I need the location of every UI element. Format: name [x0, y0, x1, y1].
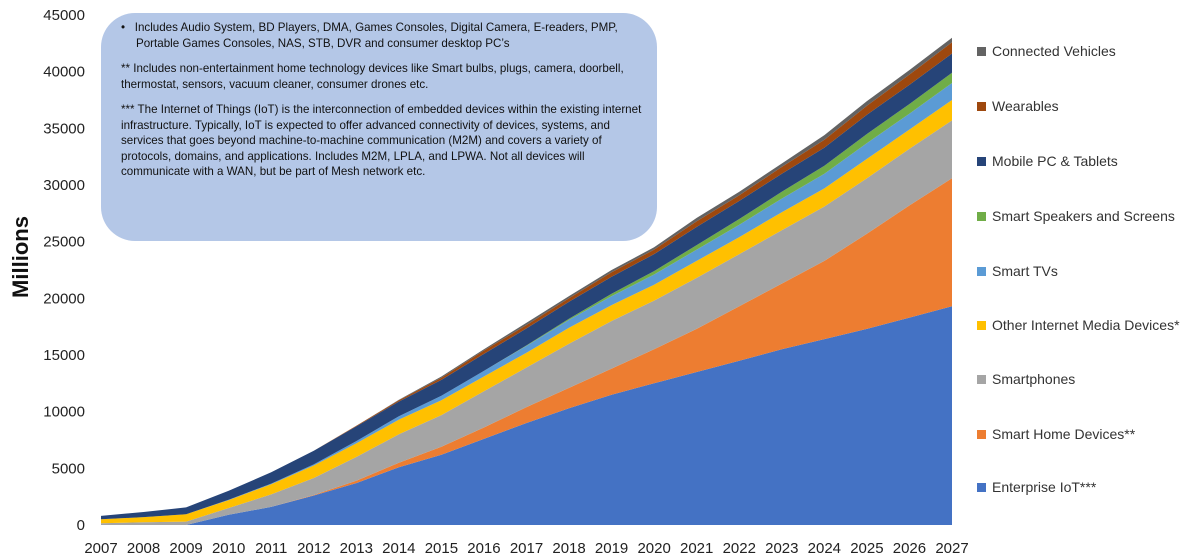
y-tick-label-8: 40000 — [43, 64, 85, 81]
legend-item: Other Internet Media Devices* — [977, 316, 1189, 335]
y-tick-label-3: 15000 — [43, 347, 85, 364]
x-tick-label-15: 2022 — [723, 540, 756, 557]
y-tick-label-0: 0 — [77, 517, 85, 534]
legend-swatch — [977, 430, 986, 439]
x-tick-label-6: 2013 — [340, 540, 373, 557]
legend-item: Smart Home Devices** — [977, 425, 1189, 444]
legend-swatch — [977, 47, 986, 56]
y-tick-label-7: 35000 — [43, 120, 85, 137]
y-axis-ticks: 0 5000 10000 15000 20000 25000 30000 35000 40000… — [43, 7, 85, 534]
x-tick-label-12: 2019 — [595, 540, 628, 557]
y-tick-label-4: 20000 — [43, 290, 85, 307]
y-axis-label: Millions — [8, 216, 33, 298]
legend-swatch — [977, 212, 986, 221]
legend-swatch — [977, 102, 986, 111]
legend-label: Mobile PC & Tablets — [992, 153, 1118, 169]
x-tick-label-2: 2009 — [169, 540, 202, 557]
legend-item: Smartphones — [977, 370, 1189, 389]
chart-legend: Connected Vehicles Wearables Mobile PC & T… — [977, 0, 1189, 558]
area-series-0 — [101, 306, 952, 525]
x-tick-label-0: 2007 — [84, 540, 117, 557]
legend-label: Other Internet Media Devices* — [992, 317, 1180, 333]
legend-label: Wearables — [992, 98, 1059, 114]
x-tick-label-11: 2018 — [552, 540, 585, 557]
legend-label: Connected Vehicles — [992, 43, 1116, 59]
x-tick-label-3: 2010 — [212, 540, 245, 557]
legend-swatch — [977, 267, 986, 276]
legend-label: Smart Speakers and Screens — [992, 208, 1175, 224]
y-tick-label-6: 30000 — [43, 177, 85, 194]
y-tick-label-2: 10000 — [43, 404, 85, 421]
legend-label: Smart TVs — [992, 263, 1058, 279]
x-tick-label-14: 2021 — [680, 540, 713, 557]
legend-item: Mobile PC & Tablets — [977, 152, 1189, 171]
legend-item: Wearables — [977, 97, 1189, 116]
y-tick-label-1: 5000 — [52, 460, 85, 477]
legend-swatch — [977, 157, 986, 166]
footnote-media-devices: • Includes Audio System, BD Players, DMA… — [121, 21, 618, 50]
footnote-smart-home: ** Includes non-entertainment home techn… — [121, 62, 624, 91]
x-tick-label-18: 2025 — [850, 540, 883, 557]
area-series-group — [101, 37, 952, 526]
legend-item: Smart TVs — [977, 262, 1127, 281]
legend-swatch — [977, 483, 986, 492]
x-tick-label-4: 2011 — [255, 540, 287, 557]
x-tick-label-1: 2008 — [127, 540, 160, 557]
x-tick-label-8: 2015 — [425, 540, 458, 557]
x-tick-label-20: 2027 — [935, 540, 968, 557]
legend-label: Smart Home Devices** — [992, 426, 1136, 442]
footnote-box: • Includes Audio System, BD Players, DMA… — [101, 13, 657, 241]
x-tick-label-17: 2024 — [808, 540, 841, 557]
legend-item: Connected Vehicles — [977, 42, 1189, 61]
legend-swatch — [977, 375, 986, 384]
legend-item: Enterprise IoT*** — [977, 478, 1189, 497]
legend-label: Smartphones — [992, 371, 1076, 387]
x-tick-label-19: 2026 — [893, 540, 926, 557]
x-tick-label-16: 2023 — [765, 540, 798, 557]
x-tick-label-5: 2012 — [297, 540, 330, 557]
x-tick-label-9: 2016 — [467, 540, 500, 557]
x-tick-label-13: 2020 — [637, 540, 670, 557]
x-tick-label-7: 2014 — [382, 540, 415, 557]
y-tick-label-9: 45000 — [43, 7, 85, 24]
x-axis-ticks: 2007 2008 2009 2010 2011 2012 2013 2014 2015 2016… — [84, 540, 968, 557]
x-tick-label-10: 2017 — [510, 540, 543, 557]
legend-swatch — [977, 321, 986, 330]
footnote-enterprise-iot: *** The Internet of Things (IoT) is the … — [121, 103, 642, 178]
legend-item: Smart Speakers and Screens — [977, 207, 1189, 226]
legend-label: Enterprise IoT*** — [992, 479, 1097, 495]
y-tick-label-5: 25000 — [43, 234, 85, 251]
